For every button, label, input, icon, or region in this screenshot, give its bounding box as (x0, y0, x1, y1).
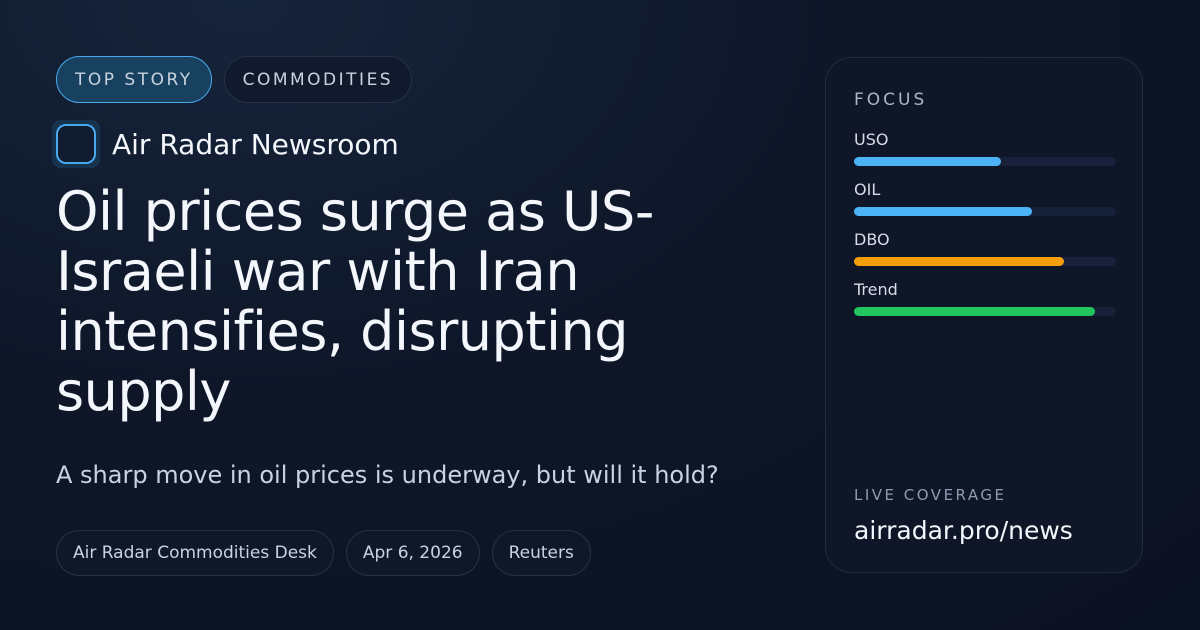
focus-item-label: Trend (854, 280, 898, 299)
focus-title: FOCUS (854, 90, 928, 110)
focus-bar-fill (854, 157, 1001, 166)
brand: Air Radar Newsroom (52, 120, 399, 168)
focus-item-label: DBO (854, 230, 890, 249)
focus-bar-track (854, 157, 1116, 166)
rounded-square-icon (52, 120, 100, 168)
live-coverage-label: LIVE COVERAGE (854, 486, 1007, 504)
focus-bar-track (854, 207, 1116, 216)
focus-item: DBO (854, 230, 1116, 266)
date-pill: Apr 6, 2026 (345, 530, 480, 576)
focus-item: Trend (854, 280, 1116, 316)
brand-name: Air Radar Newsroom (112, 127, 399, 161)
coverage-link[interactable]: airradar.pro/news (854, 516, 1073, 545)
focus-item-label: OIL (854, 180, 881, 199)
focus-item-label: USO (854, 130, 889, 149)
subheadline: A sharp move in oil prices is underway, … (56, 461, 719, 489)
focus-bar-track (854, 307, 1116, 316)
author-pill: Air Radar Commodities Desk (56, 530, 334, 576)
focus-bar-fill (854, 207, 1033, 216)
tag-list: TOP STORY COMMODITIES (56, 56, 413, 103)
focus-bar-fill (854, 307, 1096, 316)
source-pill: Reuters (491, 530, 591, 576)
focus-item: OIL (854, 180, 1116, 216)
focus-bar-fill (854, 257, 1064, 266)
focus-card: FOCUS USO OIL DBO Trend LIVE COVERAGE ai… (825, 57, 1143, 573)
tag-top-story[interactable]: TOP STORY (56, 56, 212, 103)
headline: Oil prices surge as US-Israeli war with … (56, 180, 654, 423)
meta-list: Air Radar Commodities Desk Apr 6, 2026 R… (56, 530, 591, 576)
tag-commodities[interactable]: COMMODITIES (223, 56, 413, 103)
focus-bar-track (854, 257, 1116, 266)
focus-item: USO (854, 130, 1116, 166)
